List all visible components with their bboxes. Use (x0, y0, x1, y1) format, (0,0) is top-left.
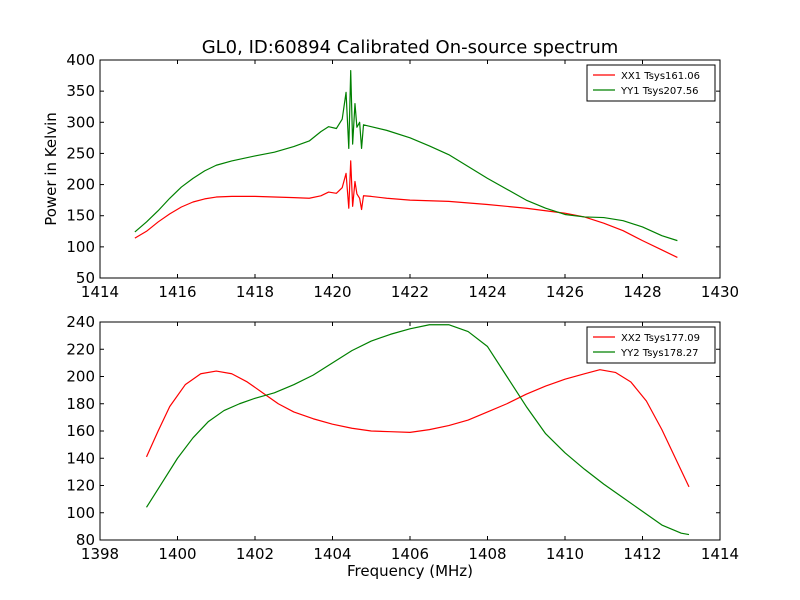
series-line-xx (145, 369, 690, 488)
x-tick-label: 1412 (623, 545, 661, 563)
legend-box (586, 326, 716, 364)
x-tick-label: 1424 (468, 283, 506, 301)
x-tick-label: 1426 (546, 283, 584, 301)
x-tick-label: 1414 (701, 545, 739, 563)
y-tick-label: 300 (66, 113, 95, 131)
x-tick-label: 1422 (391, 283, 429, 301)
y-tick-label: 400 (66, 51, 95, 69)
y-tick-label: 250 (66, 144, 95, 162)
x-tick-label: 1410 (546, 545, 584, 563)
y-tick-label: 180 (66, 395, 95, 413)
x-tick-label: 1404 (313, 545, 351, 563)
x-axis-label: Frequency (MHz) (347, 562, 473, 580)
x-tick-label: 1406 (391, 545, 429, 563)
legend: XX1 Tsys161.06 YY1 Tsys207.56 (586, 64, 716, 102)
x-tick-label: 1400 (158, 545, 196, 563)
y-tick-label: 80 (76, 531, 95, 549)
x-tick-label: 1416 (158, 283, 196, 301)
y-tick-label: 50 (76, 269, 95, 287)
x-tick-label: 1418 (236, 283, 274, 301)
y-tick-label: 350 (66, 82, 95, 100)
y-tick-label: 240 (66, 313, 95, 331)
y-tick-label: 140 (66, 449, 95, 467)
subplot-2: 1398 1400 1402 1404 1406 1408 1410 1412 1414 80 10… (66, 313, 739, 580)
legend-box (586, 64, 716, 102)
series-line-yy (134, 69, 678, 242)
y-tick-label: 160 (66, 422, 95, 440)
x-tick-label: 1402 (236, 545, 274, 563)
y-tick-label: 150 (66, 207, 95, 225)
y-tick-label: 200 (66, 368, 95, 386)
x-tick-label: 1428 (623, 283, 661, 301)
series-line-yy (145, 324, 690, 536)
y-tick-label: 100 (66, 504, 95, 522)
legend: XX2 Tsys177.09 YY2 Tsys178.27 (586, 326, 716, 364)
x-tick-label: 1430 (701, 283, 739, 301)
legend-entry: XX1 Tsys161.06 (621, 71, 700, 82)
x-tick-label: 1398 (81, 545, 119, 563)
y-axis-label: Power in Kelvin (42, 112, 60, 226)
x-tick-label: 1420 (313, 283, 351, 301)
y-tick-label: 220 (66, 340, 95, 358)
figure-title: GL0, ID:60894 Calibrated On-source spect… (202, 37, 619, 58)
subplots: 1414 1416 1418 1420 1422 1424 1426 1428 1430 50 10… (42, 51, 739, 580)
series-line-xx (134, 160, 678, 258)
legend-entry: YY1 Tsys207.56 (620, 86, 699, 97)
legend-entry: YY2 Tsys178.27 (620, 348, 699, 359)
x-tick-label: 1414 (81, 283, 119, 301)
x-tick-label: 1408 (468, 545, 506, 563)
y-tick-label: 120 (66, 477, 95, 495)
subplot-1: 1414 1416 1418 1420 1422 1424 1426 1428 1430 50 10… (42, 51, 739, 301)
y-tick-label: 200 (66, 176, 95, 194)
legend-entry: XX2 Tsys177.09 (621, 333, 700, 344)
y-tick-label: 100 (66, 238, 95, 256)
